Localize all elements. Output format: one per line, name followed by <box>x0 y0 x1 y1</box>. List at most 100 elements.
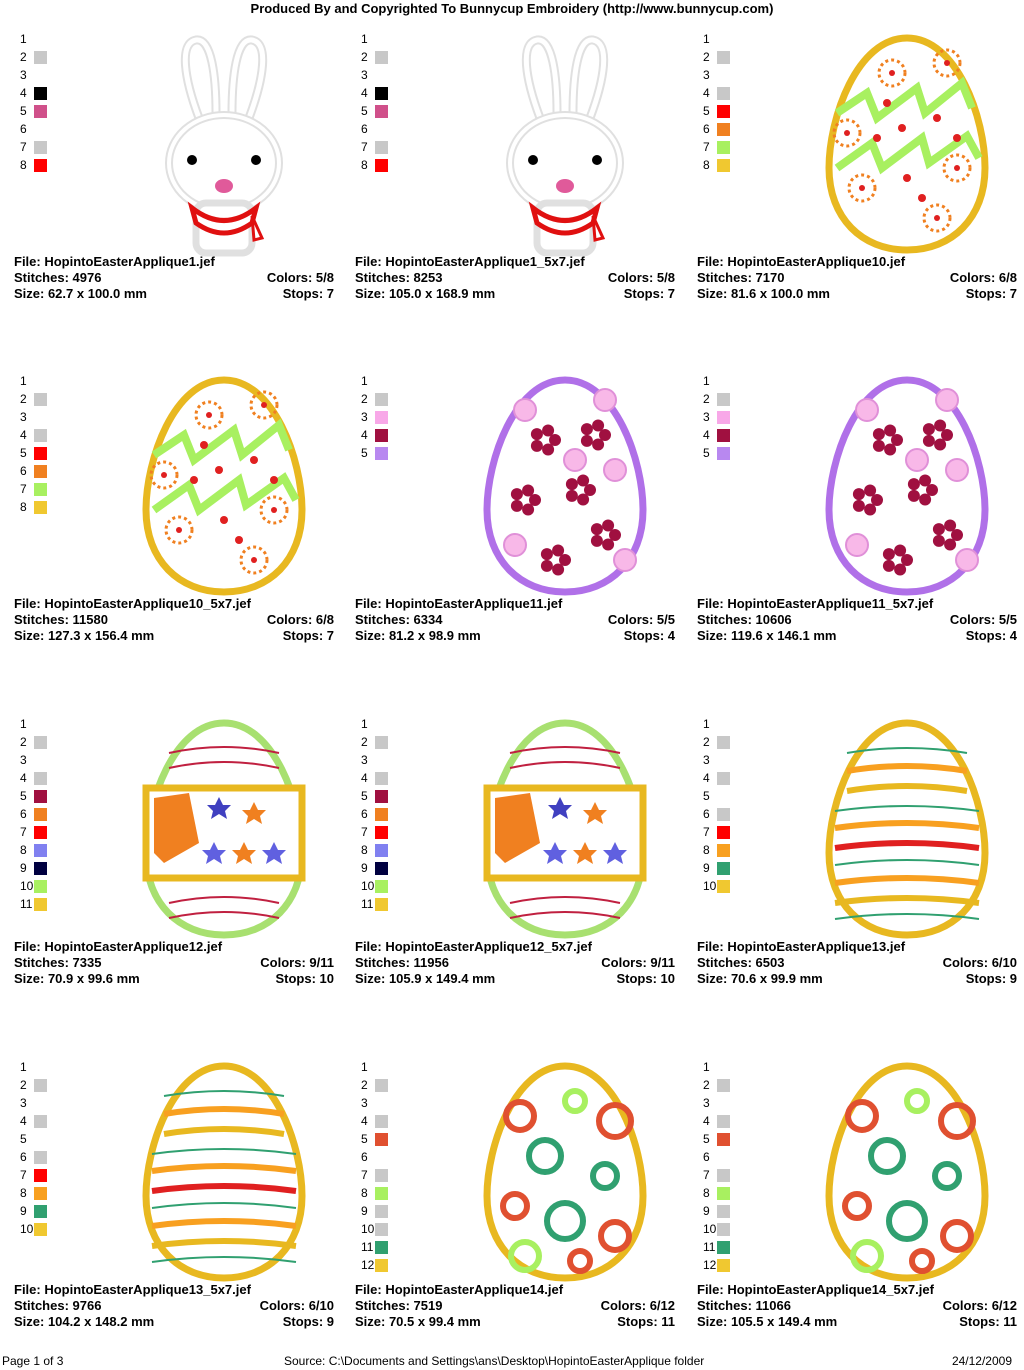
color-legend-row: 8 <box>361 841 388 859</box>
color-step-number: 5 <box>361 789 368 803</box>
stop-count: Stops: 7 <box>965 286 1017 301</box>
color-legend-row: 1 <box>703 1058 730 1076</box>
color-legend-row: 9 <box>361 1202 388 1220</box>
color-step-number: 7 <box>20 482 27 496</box>
design-card: 1 2 3 4 5 6 7 8 File: HopintoEasterApplique1.je… <box>14 30 344 330</box>
design-size: Size: 105.5 x 149.4 mm <box>697 1314 838 1329</box>
color-count: Colors: 6/10 <box>942 955 1017 970</box>
thread-color-legend: 1 2 3 4 5 <box>703 372 730 462</box>
color-count: Colors: 5/8 <box>607 270 675 285</box>
color-swatch <box>717 122 730 136</box>
thread-color-legend: 1 2 3 4 5 <box>361 372 388 462</box>
color-legend-row: 8 <box>20 498 47 516</box>
stitch-count: Stitches: 7335 <box>14 955 102 970</box>
color-step-number: 10 <box>361 1222 375 1236</box>
color-swatch <box>717 140 730 154</box>
color-swatch <box>717 1168 730 1182</box>
color-swatch <box>717 1204 730 1218</box>
color-step-number: 2 <box>361 392 368 406</box>
color-swatch <box>375 1222 388 1236</box>
file-name: File: HopintoEasterApplique11_5x7.jef <box>697 596 934 611</box>
color-swatch <box>717 825 730 839</box>
design-size: Size: 105.0 x 168.9 mm <box>355 286 496 301</box>
color-swatch <box>34 392 47 406</box>
stop-count: Stops: 7 <box>282 628 334 643</box>
color-step-number: 3 <box>20 1096 27 1110</box>
color-step-number: 1 <box>361 32 368 46</box>
color-count: Colors: 5/5 <box>607 612 675 627</box>
color-step-number: 2 <box>20 392 27 406</box>
design-preview-image <box>465 1046 665 1286</box>
design-info: File: HopintoEasterApplique13_5x7.jef St… <box>14 1282 334 1330</box>
color-swatch <box>375 1168 388 1182</box>
color-swatch <box>34 1204 47 1218</box>
color-swatch <box>34 86 47 100</box>
color-swatch <box>34 482 47 496</box>
design-info: File: HopintoEasterApplique14.jef Stitch… <box>355 1282 675 1330</box>
color-step-number: 6 <box>20 1150 27 1164</box>
color-step-number: 5 <box>703 789 710 803</box>
color-legend-row: 9 <box>703 1202 730 1220</box>
color-swatch <box>34 897 47 911</box>
color-legend-row: 4 <box>703 426 730 444</box>
color-swatch <box>375 861 388 875</box>
color-swatch <box>34 1186 47 1200</box>
color-legend-row: 8 <box>20 841 47 859</box>
color-step-number: 2 <box>20 50 27 64</box>
color-step-number: 4 <box>361 1114 368 1128</box>
color-step-number: 1 <box>361 1060 368 1074</box>
color-legend-row: 9 <box>703 859 730 877</box>
color-swatch <box>34 771 47 785</box>
color-legend-row: 8 <box>361 156 388 174</box>
color-swatch <box>375 392 388 406</box>
color-swatch <box>717 735 730 749</box>
color-step-number: 7 <box>20 1168 27 1182</box>
color-legend-row: 6 <box>703 120 730 138</box>
color-legend-row: 6 <box>361 120 388 138</box>
stop-count: Stops: 7 <box>623 286 675 301</box>
design-size: Size: 70.5 x 99.4 mm <box>355 1314 481 1329</box>
design-preview-image <box>124 1046 324 1286</box>
color-swatch <box>34 104 47 118</box>
color-swatch <box>375 104 388 118</box>
color-step-number: 8 <box>20 500 27 514</box>
color-swatch <box>375 1258 388 1272</box>
color-swatch <box>717 1132 730 1146</box>
color-step-number: 3 <box>361 753 368 767</box>
color-swatch <box>717 86 730 100</box>
color-swatch <box>34 1078 47 1092</box>
color-step-number: 7 <box>361 825 368 839</box>
color-swatch <box>717 1114 730 1128</box>
color-swatch <box>375 843 388 857</box>
color-step-number: 9 <box>20 1204 27 1218</box>
color-legend-row: 8 <box>20 1184 47 1202</box>
color-legend-row: 4 <box>361 1112 388 1130</box>
color-step-number: 4 <box>20 86 27 100</box>
color-legend-row: 12 <box>361 1256 388 1274</box>
color-step-number: 1 <box>361 717 368 731</box>
color-legend-row: 3 <box>20 66 47 84</box>
color-legend-row: 5 <box>361 102 388 120</box>
color-legend-row: 4 <box>20 1112 47 1130</box>
stop-count: Stops: 4 <box>965 628 1017 643</box>
color-step-number: 4 <box>703 1114 710 1128</box>
color-legend-row: 3 <box>20 1094 47 1112</box>
color-legend-row: 2 <box>361 48 388 66</box>
color-swatch <box>717 843 730 857</box>
design-info: File: HopintoEasterApplique13.jef Stitch… <box>697 939 1017 987</box>
color-step-number: 3 <box>20 410 27 424</box>
color-legend-row: 3 <box>361 66 388 84</box>
color-legend-row: 5 <box>703 102 730 120</box>
color-step-number: 3 <box>20 753 27 767</box>
design-preview-image <box>124 703 324 943</box>
color-step-number: 8 <box>703 1186 710 1200</box>
design-info: File: HopintoEasterApplique1_5x7.jef Sti… <box>355 254 675 302</box>
color-legend-row: 4 <box>361 426 388 444</box>
design-card: 1 2 3 4 5 6 7 8 9 10 11 File: HopintoEasterAppliqu… <box>14 715 344 1015</box>
color-step-number: 11 <box>361 897 374 911</box>
color-step-number: 4 <box>703 86 710 100</box>
color-legend-row: 4 <box>361 769 388 787</box>
color-swatch <box>34 807 47 821</box>
color-step-number: 5 <box>703 446 710 460</box>
color-step-number: 9 <box>703 1204 710 1218</box>
